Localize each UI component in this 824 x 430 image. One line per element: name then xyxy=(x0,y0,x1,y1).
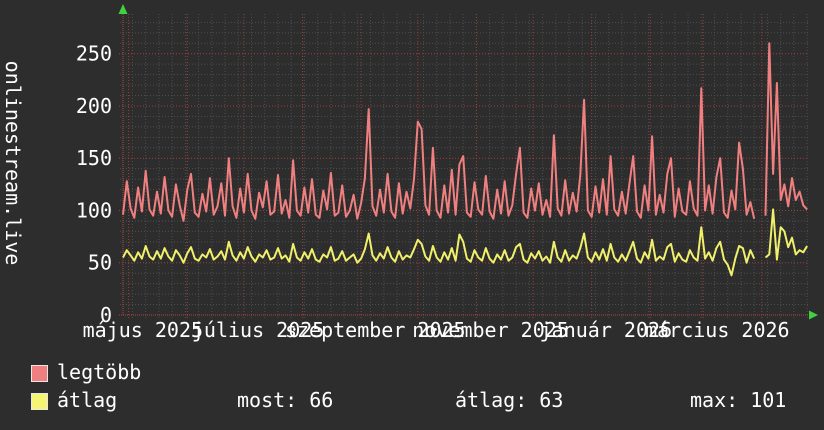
x-axis-month-label: május 2025 xyxy=(83,318,203,342)
y-axis-tick-label: 50 xyxy=(88,251,112,275)
legend-label-atlag: átlag xyxy=(57,388,118,412)
x-axis-month-label: szeptember 2025 xyxy=(285,318,466,342)
stat-max: max: 101 xyxy=(690,388,787,412)
y-axis-tick-label: 100 xyxy=(76,198,112,222)
legend-swatch-atlag xyxy=(31,393,48,410)
y-axis-tick-label: 200 xyxy=(76,94,112,118)
y-axis-arrow-icon xyxy=(118,4,128,14)
x-axis-month-label: január 2026 xyxy=(540,318,672,342)
series-line-legtobb xyxy=(122,87,756,222)
x-axis-month-label: november 2025 xyxy=(412,318,569,342)
y-axis-tick-label: 250 xyxy=(76,42,112,66)
series-line-legtobb xyxy=(764,42,808,216)
y-axis-tick-label: 150 xyxy=(76,146,112,170)
series-line-atlag xyxy=(122,226,756,277)
legend-swatch-legtobb xyxy=(31,365,48,382)
stat-atlag: átlag: 63 xyxy=(455,388,564,412)
stat-most: most: 66 xyxy=(237,388,334,412)
y-axis-tick-label: 0 xyxy=(100,303,112,327)
series-line-atlag xyxy=(764,208,808,261)
legend-label-legtobb: legtöbb xyxy=(57,360,142,384)
x-axis-month-label: március 2026 xyxy=(645,318,790,342)
x-axis-month-label: július 2025 xyxy=(192,318,324,342)
x-axis-arrow-icon xyxy=(809,310,818,320)
